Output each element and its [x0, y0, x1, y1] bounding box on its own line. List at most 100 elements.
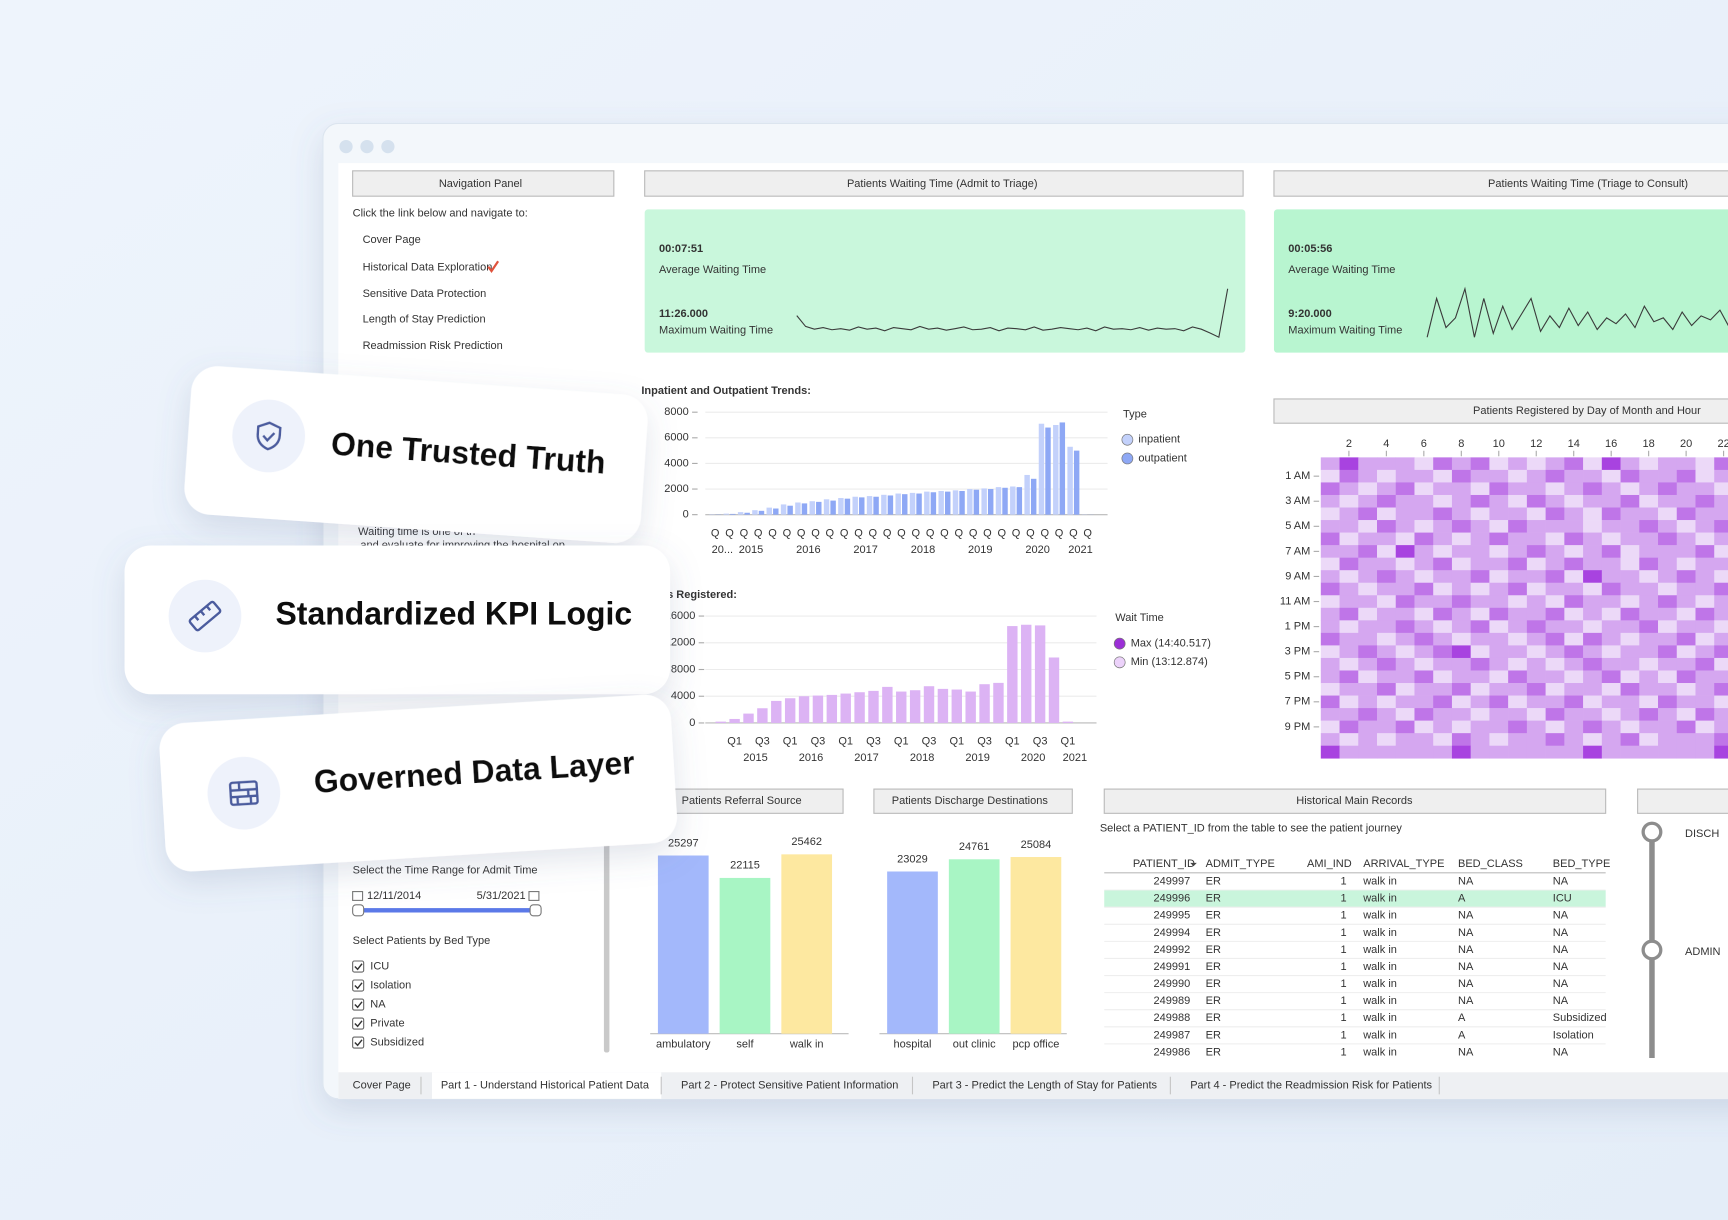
heat-cell	[1601, 632, 1621, 646]
heat-cell	[1433, 670, 1453, 684]
heat-cell	[1377, 607, 1397, 621]
heat-cell	[1358, 683, 1378, 696]
heat-cell	[1508, 708, 1528, 721]
slider-track[interactable]	[358, 908, 536, 913]
tab[interactable]: Part 1 - Understand Historical Patient D…	[441, 1079, 650, 1091]
table-cell[interactable]: 249991	[1153, 961, 1190, 973]
table-cell[interactable]: 249986	[1153, 1046, 1190, 1058]
table-cell[interactable]: 249989	[1153, 995, 1190, 1007]
heat-cell	[1545, 469, 1565, 483]
bar	[930, 492, 937, 515]
legend-title: Type	[1123, 408, 1147, 420]
value-label: 25462	[791, 836, 822, 848]
checkbox[interactable]	[352, 1017, 365, 1030]
slider-handle[interactable]	[352, 904, 365, 917]
heat-cell	[1470, 520, 1490, 533]
start-date: 12/11/2014	[367, 890, 421, 902]
bar	[951, 689, 962, 723]
column-header: BED_TYPE	[1553, 858, 1611, 870]
y-tick-label: 0	[689, 717, 695, 729]
heat-cell	[1414, 607, 1434, 621]
heat-cell	[1414, 507, 1434, 521]
heat-cell	[1451, 595, 1472, 609]
heat-cell	[1545, 657, 1565, 671]
heat-cell	[1564, 632, 1584, 646]
heat-cell	[1695, 469, 1715, 483]
calendar-icon	[352, 891, 364, 901]
heat-cell	[1545, 582, 1565, 596]
heat-cell	[1526, 733, 1546, 747]
x-year-label: 2020	[1025, 544, 1050, 556]
table-cell[interactable]: 249995	[1153, 910, 1190, 922]
column-header: ADMIT_TYPE	[1206, 858, 1275, 870]
panel-header	[352, 170, 615, 197]
timeline-node	[1641, 939, 1663, 961]
heat-cell	[1714, 494, 1728, 508]
heat-cell	[1658, 545, 1678, 558]
heat-cell	[1620, 457, 1640, 471]
bar	[838, 498, 844, 515]
bar	[1034, 625, 1046, 723]
heat-cell	[1545, 520, 1565, 533]
nav-link[interactable]: Length of Stay Prediction	[363, 314, 486, 326]
bar	[859, 497, 865, 515]
heat-cell	[1508, 720, 1528, 734]
heat-cell	[1639, 632, 1659, 646]
table-cell[interactable]: 249987	[1153, 1029, 1190, 1041]
y-tick-label: 3 PM	[1285, 646, 1311, 658]
heat-cell	[1639, 520, 1659, 533]
checkbox[interactable]	[352, 1036, 365, 1049]
x-year-label: 2016	[796, 544, 821, 556]
table-cell: A	[1458, 1012, 1466, 1024]
table-cell[interactable]: 249988	[1153, 1012, 1190, 1024]
nav-link[interactable]: Cover Page	[363, 234, 421, 246]
checkbox[interactable]	[352, 979, 365, 992]
bar	[959, 490, 965, 515]
heat-cell	[1320, 595, 1340, 609]
x-tick-label: Q	[954, 527, 963, 539]
heat-cell	[1358, 645, 1378, 659]
table-cell[interactable]: 249992	[1153, 944, 1190, 956]
heat-cell	[1470, 595, 1490, 609]
nav-link[interactable]: Historical Data Exploration	[363, 262, 493, 274]
table-cell[interactable]: 249990	[1153, 978, 1190, 990]
heat-cell	[1583, 645, 1603, 659]
table-cell: ICU	[1553, 893, 1572, 905]
heat-cell	[1526, 670, 1546, 684]
tab[interactable]: Part 3 - Predict the Length of Stay for …	[932, 1079, 1157, 1091]
table-cell[interactable]: 249994	[1153, 927, 1190, 939]
heat-cell	[1320, 670, 1340, 684]
table-cell[interactable]: 249996	[1153, 893, 1190, 905]
heat-cell	[1639, 469, 1659, 483]
heat-cell	[1639, 733, 1659, 747]
bar	[1059, 422, 1066, 515]
heat-cell	[1639, 482, 1659, 496]
nav-link[interactable]: Sensitive Data Protection	[363, 288, 487, 300]
checkbox[interactable]	[352, 960, 365, 973]
table-cell[interactable]: 249997	[1153, 876, 1190, 888]
heat-cell	[1714, 708, 1728, 721]
heat-cell	[1377, 507, 1397, 521]
nav-link[interactable]: Readmission Risk Prediction	[363, 340, 503, 352]
heat-cell	[1676, 657, 1696, 671]
slider-handle[interactable]	[529, 904, 542, 917]
heat-cell	[1526, 683, 1546, 696]
heat-cell	[1676, 557, 1696, 571]
heat-cell	[1526, 482, 1546, 496]
x-tick-label: Q	[768, 527, 777, 539]
checkbox[interactable]	[352, 998, 365, 1011]
table-cell: NA	[1553, 910, 1569, 922]
x-tick-label: Q	[811, 527, 820, 539]
y-tick-label: 5 AM	[1285, 520, 1310, 532]
x-tick-label: Q	[1069, 527, 1078, 539]
filter-label: Select the Time Range for Admit Time	[353, 865, 538, 877]
tab[interactable]: Part 2 - Protect Sensitive Patient Infor…	[681, 1079, 898, 1091]
heat-cell	[1358, 670, 1378, 684]
tab[interactable]: Cover Page	[353, 1079, 411, 1091]
tabs: Cover Page Part 1 - Understand Historical…	[353, 1072, 1440, 1099]
tab[interactable]: Part 4 - Predict the Readmission Risk fo…	[1190, 1079, 1432, 1091]
heat-cell	[1658, 607, 1678, 621]
table-cell: ER	[1206, 1012, 1221, 1024]
heat-cell	[1320, 720, 1340, 734]
